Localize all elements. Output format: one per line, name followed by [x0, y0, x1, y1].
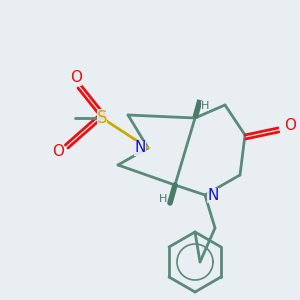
Text: O: O: [284, 118, 296, 134]
Text: H: H: [201, 101, 209, 111]
Text: O: O: [70, 70, 82, 86]
Text: N: N: [134, 140, 146, 155]
Text: N: N: [207, 188, 219, 202]
Text: S: S: [97, 109, 107, 127]
Text: O: O: [52, 145, 64, 160]
Text: H: H: [159, 194, 167, 204]
